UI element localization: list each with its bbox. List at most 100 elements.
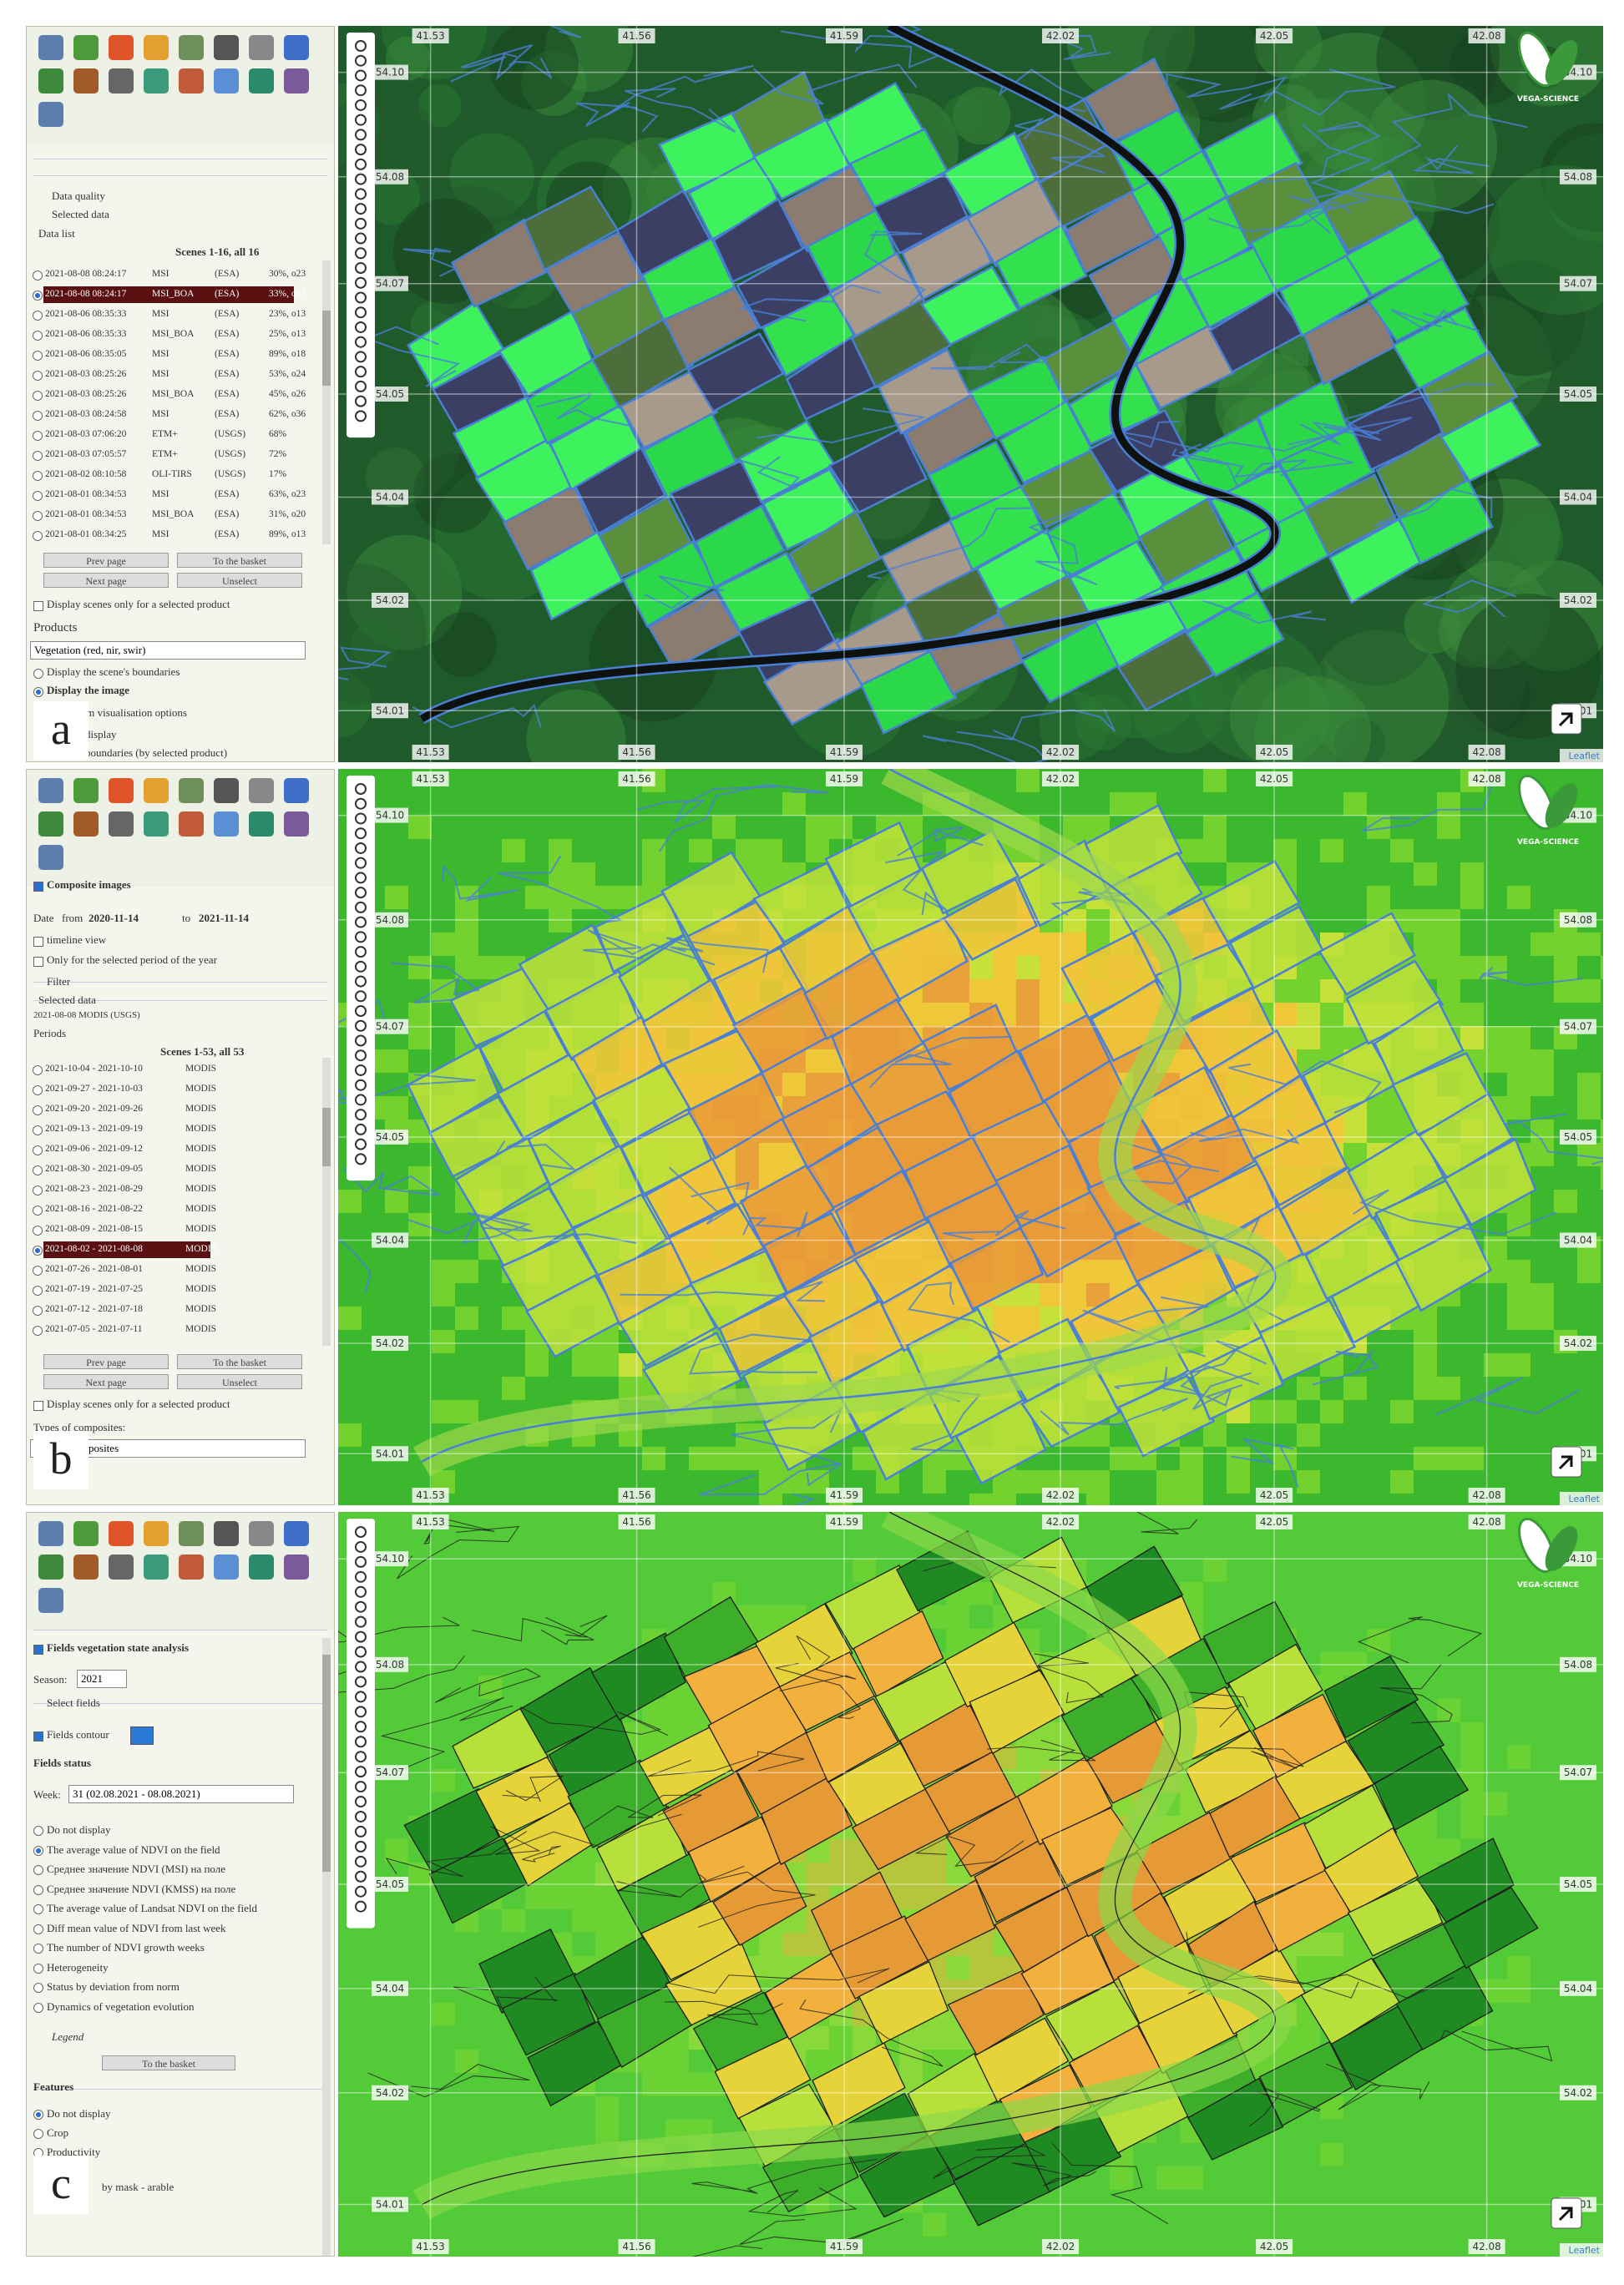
control-button[interactable]	[355, 114, 367, 126]
tool-icon[interactable]	[144, 811, 169, 837]
control-button[interactable]	[355, 1630, 367, 1643]
radio[interactable]	[33, 1983, 43, 1993]
scene-cell[interactable]: 2021-08-01 08:34:53	[45, 509, 127, 519]
scene-cell[interactable]: 2021-08-03 08:25:26	[45, 369, 127, 379]
radio[interactable]	[33, 1944, 43, 1954]
tool-icon[interactable]	[109, 68, 134, 94]
sensor-cell[interactable]: MODIS	[185, 1124, 217, 1134]
control-button[interactable]	[355, 1676, 367, 1688]
tool-icon[interactable]	[73, 811, 99, 837]
control-button[interactable]	[355, 1049, 367, 1062]
control-button[interactable]	[355, 1706, 367, 1718]
row-radio[interactable]	[33, 1226, 43, 1236]
control-button[interactable]	[355, 306, 367, 319]
scene-cell[interactable]: 31%, o20	[269, 509, 306, 519]
button[interactable]: Next page	[43, 573, 169, 588]
control-button[interactable]	[355, 812, 367, 825]
tool-icon[interactable]	[179, 35, 204, 60]
map-canvas[interactable]: 41.5341.5341.5641.5641.5941.5942.0242.02…	[338, 769, 1603, 1505]
control-button[interactable]	[355, 1810, 367, 1822]
radio[interactable]	[33, 1845, 43, 1856]
control-button[interactable]	[355, 901, 367, 913]
tool-icon[interactable]	[144, 1521, 169, 1546]
control-button[interactable]	[355, 366, 367, 378]
scene-cell[interactable]: (USGS)	[215, 449, 246, 459]
scene-cell[interactable]: (ESA)	[215, 349, 240, 359]
scene-cell[interactable]: 62%, o36	[269, 409, 306, 419]
tool-icon[interactable]	[249, 1555, 274, 1580]
tool-icon[interactable]	[38, 68, 63, 94]
scene-cell[interactable]: MSI	[152, 369, 169, 379]
checkbox[interactable]	[33, 1731, 43, 1742]
control-button[interactable]	[355, 1736, 367, 1748]
control-button[interactable]	[355, 827, 367, 840]
radio[interactable]	[33, 1884, 43, 1895]
tool-icon[interactable]	[38, 778, 63, 803]
tool-icon[interactable]	[109, 1555, 134, 1580]
control-button[interactable]	[355, 173, 367, 185]
tool-icon[interactable]	[38, 1555, 63, 1580]
row-radio[interactable]	[33, 291, 43, 301]
tool-icon[interactable]	[144, 35, 169, 60]
checkbox[interactable]	[33, 882, 43, 892]
control-button[interactable]	[355, 975, 367, 988]
control-button[interactable]	[355, 291, 367, 304]
scene-cell[interactable]: ETM+	[152, 429, 178, 439]
scene-cell[interactable]: 23%, o13	[269, 309, 306, 319]
control-button[interactable]	[355, 1600, 367, 1613]
scene-cell[interactable]: 72%	[269, 449, 287, 459]
scene-cell[interactable]: ETM+	[152, 449, 178, 459]
control-button[interactable]	[355, 1825, 367, 1838]
checkbox[interactable]	[33, 1645, 43, 1655]
control-button[interactable]	[355, 84, 367, 97]
radio[interactable]	[33, 1826, 43, 1836]
scrollbar[interactable]	[322, 1638, 331, 2256]
tool-icon[interactable]	[109, 1521, 134, 1546]
scene-cell[interactable]: (ESA)	[215, 369, 240, 379]
scene-cell[interactable]: 25%, o13	[269, 329, 306, 339]
scene-cell[interactable]: (ESA)	[215, 269, 240, 279]
tool-icon[interactable]	[144, 778, 169, 803]
control-button[interactable]	[355, 276, 367, 289]
control-button[interactable]	[355, 857, 367, 869]
tool-icon[interactable]	[179, 778, 204, 803]
checkbox[interactable]	[33, 937, 43, 947]
tool-icon[interactable]	[179, 1555, 204, 1580]
sensor-cell[interactable]: MODIS	[185, 1324, 217, 1334]
tool-icon[interactable]	[249, 35, 274, 60]
tool-icon[interactable]	[38, 811, 63, 837]
row-radio[interactable]	[33, 1306, 43, 1316]
control-button[interactable]	[355, 1079, 367, 1091]
control-button[interactable]	[355, 262, 367, 275]
tool-icon[interactable]	[38, 35, 63, 60]
scene-cell[interactable]: MSI_BOA	[152, 389, 195, 399]
row-radio[interactable]	[33, 491, 43, 501]
control-button[interactable]	[355, 1766, 367, 1778]
button[interactable]: Next page	[43, 1374, 169, 1389]
scene-cell[interactable]: (USGS)	[215, 469, 246, 479]
scene-cell[interactable]: (ESA)	[215, 489, 240, 499]
scene-cell[interactable]: (ESA)	[215, 409, 240, 419]
row-radio[interactable]	[33, 1125, 43, 1135]
control-button[interactable]	[355, 69, 367, 82]
control-button[interactable]	[355, 1781, 367, 1793]
tool-icon[interactable]	[249, 778, 274, 803]
tool-icon[interactable]	[284, 68, 309, 94]
row-radio[interactable]	[33, 1185, 43, 1196]
tool-icon[interactable]	[38, 1588, 63, 1613]
row-radio[interactable]	[33, 270, 43, 281]
scene-cell[interactable]: (ESA)	[215, 289, 240, 299]
tool-icon[interactable]	[109, 778, 134, 803]
tool-icon[interactable]	[284, 778, 309, 803]
control-button[interactable]	[355, 247, 367, 260]
tool-icon[interactable]	[214, 35, 239, 60]
period-cell[interactable]: 2021-08-16 - 2021-08-22	[45, 1204, 143, 1214]
control-button[interactable]	[355, 1109, 367, 1121]
tool-icon[interactable]	[214, 68, 239, 94]
radio[interactable]	[33, 2129, 43, 2139]
radio[interactable]	[33, 1924, 43, 1934]
control-button[interactable]	[355, 872, 367, 884]
scene-cell[interactable]: 33%, o13	[269, 289, 306, 299]
control-button[interactable]	[355, 380, 367, 392]
control-button[interactable]	[355, 1555, 367, 1568]
